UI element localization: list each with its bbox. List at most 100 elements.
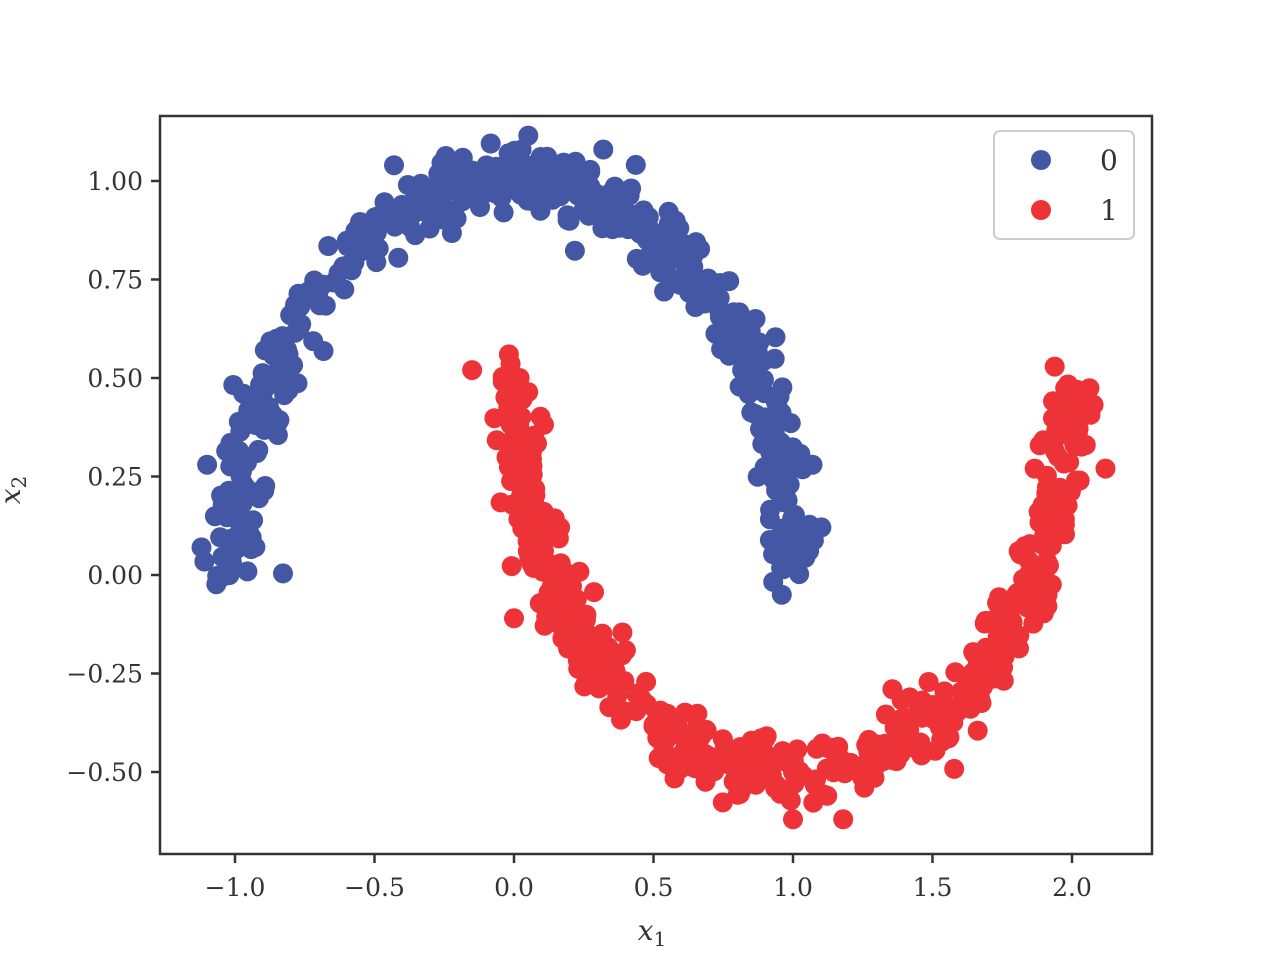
data-point-class-1 (875, 704, 896, 725)
data-point-class-1 (971, 693, 992, 713)
data-point-class-1 (712, 792, 733, 813)
data-point-class-0 (521, 168, 542, 189)
data-point-class-1 (684, 758, 705, 778)
data-point-class-1 (1079, 378, 1100, 399)
data-point-class-1 (669, 722, 689, 743)
data-point-class-1 (545, 565, 566, 585)
data-point-class-0 (578, 205, 599, 226)
legend-label-0: 0 (1100, 144, 1118, 177)
data-point-class-1 (615, 640, 636, 661)
data-point-class-0 (621, 178, 642, 199)
data-point-class-0 (565, 151, 586, 172)
data-point-class-1 (783, 762, 803, 782)
data-point-class-1 (523, 534, 544, 555)
data-point-class-0 (764, 348, 785, 369)
data-point-class-0 (802, 454, 823, 475)
data-point-class-0 (759, 509, 780, 530)
data-point-class-0 (258, 369, 278, 390)
x-axis-label: x1 (638, 914, 667, 951)
data-point-class-0 (747, 466, 768, 487)
data-point-class-0 (278, 371, 299, 392)
data-point-class-0 (282, 302, 303, 323)
data-point-class-0 (559, 210, 580, 231)
data-point-class-1 (826, 737, 847, 758)
data-point-class-1 (756, 726, 777, 747)
data-point-class-1 (696, 720, 717, 741)
data-point-class-1 (1009, 625, 1030, 646)
data-point-class-1 (720, 755, 740, 776)
x-tick-label: 0.0 (494, 873, 534, 902)
data-point-class-0 (429, 184, 450, 205)
data-point-class-1 (984, 609, 1005, 630)
data-point-class-1 (918, 672, 939, 692)
data-point-class-1 (1066, 472, 1087, 493)
data-point-class-1 (1062, 387, 1082, 408)
data-point-class-0 (248, 439, 269, 460)
data-point-class-0 (699, 289, 720, 310)
y-tick-label: 0.25 (87, 463, 143, 492)
data-point-class-0 (266, 328, 287, 349)
data-point-class-1 (501, 556, 522, 577)
data-point-class-0 (772, 377, 793, 398)
y-tick-label: −0.25 (66, 660, 143, 689)
data-point-class-0 (237, 561, 258, 582)
data-point-class-1 (833, 809, 854, 830)
data-point-class-1 (498, 432, 519, 453)
data-point-class-1 (1020, 570, 1041, 591)
data-point-class-1 (1065, 405, 1086, 426)
data-point-class-1 (866, 734, 887, 755)
y-tick-label: 0.00 (87, 561, 143, 590)
data-point-class-1 (484, 408, 505, 429)
data-point-class-1 (1036, 551, 1057, 571)
data-point-class-1 (780, 790, 801, 811)
data-point-class-0 (747, 337, 768, 358)
data-point-class-1 (783, 809, 803, 830)
x-tick-label: 0.5 (634, 873, 674, 902)
data-point-class-0 (392, 202, 413, 223)
data-point-class-1 (903, 737, 924, 758)
data-point-class-0 (767, 395, 788, 416)
data-point-class-1 (993, 631, 1014, 652)
scatter-points (191, 125, 1116, 830)
data-point-class-0 (803, 530, 824, 551)
data-point-class-1 (699, 746, 720, 767)
data-point-class-0 (219, 529, 240, 550)
y-tick-label: 0.75 (87, 266, 143, 295)
data-point-class-1 (545, 584, 566, 605)
data-point-class-0 (214, 548, 235, 569)
data-point-class-1 (553, 613, 574, 634)
data-point-class-1 (727, 784, 748, 805)
x-tick-label: −1.0 (205, 873, 266, 902)
data-point-class-0 (269, 410, 290, 431)
x-tick-label: 1.0 (773, 873, 813, 902)
data-point-class-1 (803, 792, 824, 813)
data-point-class-1 (612, 622, 633, 643)
y-axis-ticks: −0.50 −0.25 0.00 0.25 0.50 0.75 1.00 (66, 167, 160, 787)
data-point-class-1 (778, 745, 799, 766)
data-point-class-1 (944, 758, 965, 779)
data-point-class-0 (630, 223, 651, 244)
data-point-class-0 (223, 375, 244, 395)
data-point-class-1 (765, 778, 786, 799)
data-point-class-1 (1042, 498, 1063, 518)
data-point-class-1 (548, 528, 569, 549)
legend-label-1: 1 (1100, 194, 1118, 227)
data-point-class-1 (496, 447, 517, 468)
data-point-class-0 (493, 202, 514, 223)
data-point-class-0 (676, 261, 697, 282)
data-point-class-1 (741, 762, 762, 782)
data-point-class-0 (252, 400, 273, 421)
data-point-class-0 (518, 125, 539, 146)
data-point-class-0 (564, 240, 585, 261)
data-point-class-1 (524, 425, 545, 446)
data-point-class-0 (350, 230, 371, 251)
data-point-class-0 (785, 557, 806, 578)
data-point-class-0 (504, 171, 524, 191)
data-point-class-1 (1044, 356, 1065, 377)
data-point-class-0 (384, 155, 404, 176)
data-point-class-0 (470, 197, 490, 217)
data-point-class-1 (939, 727, 960, 748)
data-point-class-1 (518, 446, 538, 467)
data-point-class-0 (480, 133, 501, 154)
data-point-class-0 (656, 255, 677, 276)
